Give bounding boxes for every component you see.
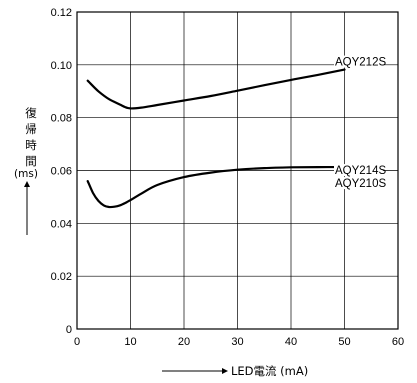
series-label-background: [334, 177, 383, 190]
y-tick-label: 0.12: [51, 7, 72, 19]
x-tick-label: 20: [178, 336, 190, 348]
y-tick-label: 0: [66, 324, 72, 336]
y-axis-label-char-3: 時: [25, 138, 37, 152]
x-axis: 0 10 20 30 40 50 60: [74, 336, 404, 348]
y-axis-label-char-4: 間: [25, 154, 37, 168]
y-tick-label: 0.04: [51, 218, 72, 230]
series-line-1: [86, 68, 346, 110]
y-axis-label-char-2: 帰: [25, 122, 37, 136]
y-axis-label-char-1: 復: [25, 106, 37, 120]
x-tick-label: 10: [124, 336, 136, 348]
y-tick-label: 0.02: [51, 271, 72, 283]
plot-frame: [76, 11, 399, 330]
x-axis-arrow-head: [222, 368, 228, 374]
y-tick-label: 0.06: [51, 166, 72, 178]
x-tick-label: 40: [285, 336, 297, 348]
y-axis-unit: (ms): [14, 168, 38, 180]
series-label: AQY212S: [335, 57, 386, 69]
x-axis-title: LED電流 (mA): [231, 364, 308, 378]
series-lines: [86, 68, 346, 209]
x-axis-label: LED電流 (mA): [162, 364, 308, 378]
x-tick-label: 30: [231, 336, 243, 348]
series-line-2: [86, 165, 346, 209]
series-label-background: [334, 55, 383, 68]
series-label: AQY210S: [335, 178, 386, 190]
y-tick-label: 0.10: [51, 60, 72, 72]
y-axis: 0 0.02 0.04 0.06 0.08 0.10 0.12: [51, 7, 72, 336]
series-label-background: [334, 164, 383, 177]
y-axis-label: 復 帰 時 間 (ms): [14, 106, 38, 235]
x-tick-label: 0: [74, 336, 80, 348]
series-label: AQY214S: [335, 165, 386, 177]
y-tick-label: 0.08: [51, 113, 72, 125]
x-tick-label: 60: [392, 336, 404, 348]
y-axis-arrow-head: [24, 181, 30, 187]
x-tick-label: 50: [338, 336, 350, 348]
